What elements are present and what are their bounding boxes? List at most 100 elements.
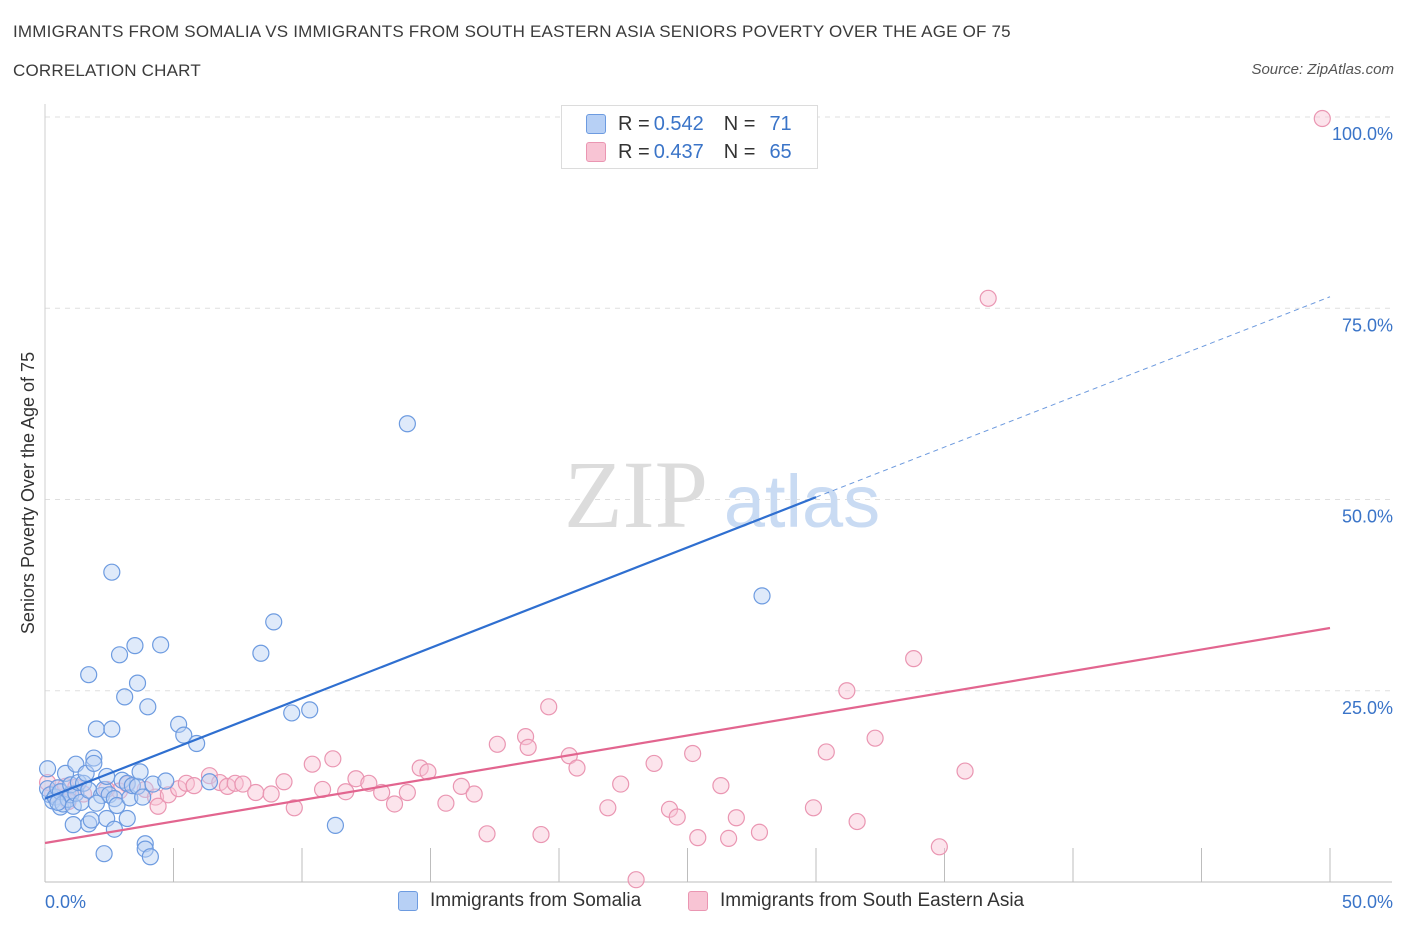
axes [44, 104, 1392, 883]
sea-point [532, 825, 550, 844]
sea-point [838, 682, 856, 700]
legend-row-somalia: R = 0.542 N = 71 [586, 112, 792, 136]
sea-point [645, 754, 663, 773]
somalia-point [134, 788, 152, 806]
somalia-point [326, 816, 345, 834]
sea-point [956, 762, 974, 780]
somalia-point [152, 636, 170, 654]
y-tick-labels: 25.0% 50.0% 75.0% 100.0% [1332, 124, 1393, 718]
somalia-trend-extension [815, 296, 1331, 498]
somalia-point [398, 415, 416, 433]
somalia-swatch [586, 114, 606, 134]
series-sea-points [38, 109, 1331, 889]
somalia-point [38, 760, 57, 778]
sea-point [347, 770, 365, 788]
sea-trend-line [44, 626, 1331, 845]
sea-point [905, 650, 923, 668]
somalia-point [136, 835, 154, 853]
somalia-point [126, 637, 144, 655]
somalia-r-value: 0.542 [653, 112, 704, 135]
sea-point [324, 750, 342, 768]
sea-n-value: 65 [769, 140, 792, 163]
sea-point [627, 871, 645, 889]
sea-point [200, 767, 219, 785]
x-tick-labels: 0.0% 50.0% [45, 892, 1393, 912]
somalia-point [82, 811, 100, 829]
somalia-point [170, 715, 188, 734]
sea-point [398, 783, 416, 802]
somalia-point [113, 771, 131, 789]
source-label: Source: ZipAtlas.com [1251, 61, 1394, 78]
sea-point [817, 743, 835, 761]
y-tick-label: 100.0% [1332, 124, 1393, 144]
sea-point [668, 808, 686, 826]
somalia-point [95, 845, 113, 863]
r-label: R = [618, 140, 650, 163]
sea-point [437, 794, 455, 812]
somalia-point [87, 720, 106, 738]
sea-point [684, 744, 702, 763]
somalia-point [110, 646, 129, 664]
sea-point [568, 759, 586, 777]
somalia-point [64, 816, 82, 834]
sea-legend-swatch [688, 891, 708, 911]
somalia-point [128, 674, 147, 692]
somalia-point [175, 726, 193, 744]
sea-point [750, 823, 769, 841]
sea-point [411, 759, 429, 777]
sea-point [385, 795, 404, 813]
sea-point [234, 775, 252, 793]
sea-point [848, 812, 866, 831]
sea-point [712, 777, 730, 795]
sea-point [720, 829, 738, 847]
series-somalia-points [38, 415, 771, 866]
somalia-point [123, 777, 141, 795]
gridlines [45, 116, 1392, 692]
somalia-point [85, 754, 103, 773]
somalia-point [80, 666, 98, 684]
x-tick-label-min: 0.0% [45, 892, 86, 912]
somalia-legend-label: Immigrants from Somalia [430, 890, 642, 911]
somalia-point [252, 644, 270, 662]
sea-point [1313, 109, 1331, 128]
somalia-point [116, 688, 134, 706]
sea-point [465, 785, 483, 803]
sea-point [727, 809, 745, 827]
somalia-trend-line [44, 496, 817, 800]
x-tick-label-max: 50.0% [1342, 892, 1393, 912]
sea-legend-label: Immigrants from South Eastern Asia [720, 890, 1025, 911]
somalia-point [753, 587, 771, 605]
sea-point [599, 799, 617, 817]
somalia-point [131, 763, 149, 781]
chart-title: IMMIGRANTS FROM SOMALIA VS IMMIGRANTS FR… [13, 22, 1011, 41]
sea-point [540, 698, 558, 716]
sea-point [804, 799, 823, 817]
sea-point [275, 773, 293, 791]
somalia-point [139, 698, 157, 716]
somalia-point [200, 773, 219, 791]
r-label: R = [618, 112, 650, 135]
somalia-point [283, 704, 301, 722]
sea-point [185, 777, 203, 795]
somalia-point [87, 794, 106, 812]
sea-point [159, 786, 177, 804]
watermark: ZIP atlas [564, 441, 880, 548]
somalia-point [105, 820, 123, 838]
legend-item-somalia: Immigrants from Somalia [398, 890, 641, 912]
sea-point [373, 783, 391, 802]
y-axis-label: Seniors Poverty Over the Age of 75 [18, 352, 38, 634]
somalia-point [103, 720, 121, 738]
sea-point [303, 755, 321, 773]
sea-point [149, 797, 167, 815]
somalia-point [144, 775, 162, 793]
watermark-zip: ZIP [564, 441, 708, 548]
sea-point [452, 777, 470, 795]
y-tick-label: 25.0% [1342, 698, 1393, 718]
somalia-point [85, 749, 103, 767]
somalia-point [141, 848, 159, 866]
somalia-point [265, 613, 283, 631]
sea-point [612, 775, 630, 793]
legend-row-sea: R = 0.437 N = 65 [586, 140, 792, 164]
y-tick-label: 50.0% [1342, 507, 1393, 527]
n-label: N = [723, 112, 756, 135]
